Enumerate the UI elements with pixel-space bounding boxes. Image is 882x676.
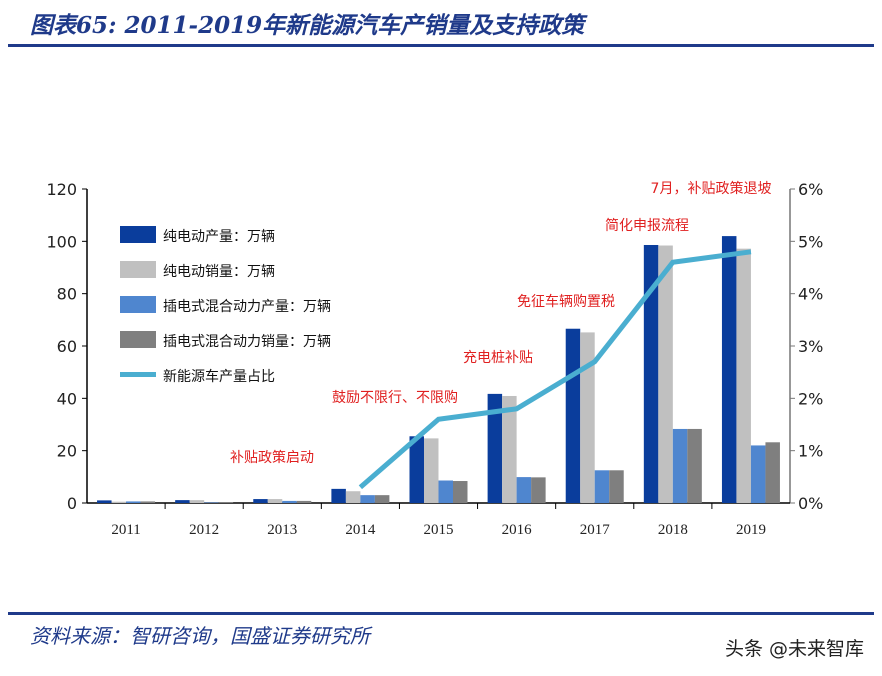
- bar: [594, 470, 610, 503]
- bar: [750, 445, 766, 503]
- source-note: 资料来源：智研咨询，国盛证券研究所: [30, 624, 370, 648]
- x-tick-label: 2015: [424, 522, 454, 538]
- annotation: 免征车辆购置税: [517, 293, 615, 310]
- x-tick-label: 2017: [580, 522, 611, 538]
- y2-tick-label: 1%: [798, 442, 823, 461]
- bar: [111, 501, 127, 503]
- legend-swatch: [120, 296, 156, 313]
- y-tick-label: 60: [57, 337, 77, 356]
- y2-tick-label: 5%: [798, 232, 823, 251]
- y-tick-label: 20: [57, 442, 77, 461]
- bar: [580, 332, 595, 503]
- legend-label: 插电式混合动力销量：万辆: [163, 334, 331, 350]
- bar: [409, 436, 424, 503]
- bar: [253, 499, 268, 503]
- footer-divider: [8, 612, 874, 615]
- x-tick-label: 2013: [267, 522, 297, 538]
- bar: [565, 328, 581, 503]
- x-tick-label: 2016: [502, 522, 533, 538]
- bar: [609, 470, 624, 503]
- bar: [531, 477, 546, 503]
- legend-label: 插电式混合动力产量：万辆: [163, 299, 331, 315]
- annotation: 鼓励不限行、不限购: [332, 390, 458, 406]
- bar: [672, 428, 688, 503]
- bar: [736, 248, 751, 503]
- bar: [374, 495, 390, 503]
- y-tick-label: 120: [46, 180, 77, 199]
- bar: [189, 500, 205, 503]
- bar: [687, 428, 702, 503]
- bar: [175, 500, 190, 503]
- title-divider: [8, 44, 874, 47]
- watermark: 头条 @未来智库: [724, 638, 864, 660]
- bar: [516, 477, 532, 503]
- bar: [424, 438, 439, 503]
- bar: [487, 393, 503, 503]
- bar: [204, 502, 219, 503]
- bar: [345, 491, 361, 503]
- x-tick-label: 2019: [736, 522, 766, 538]
- legend-label: 纯电动产量：万辆: [163, 229, 275, 245]
- y-tick-label: 0: [67, 494, 77, 513]
- line-series: [358, 249, 752, 490]
- legend-swatch: [120, 372, 156, 377]
- bar: [502, 395, 517, 503]
- annotation: 补贴政策启动: [230, 449, 314, 466]
- annotation: 简化申报流程: [605, 217, 689, 234]
- bar: [267, 499, 283, 503]
- x-tick-label: 2012: [189, 522, 219, 538]
- bar: [218, 502, 234, 503]
- legend-label: 新能源车产量占比: [163, 368, 275, 385]
- bar: [658, 245, 673, 503]
- y-tick-label: 40: [57, 389, 77, 408]
- legend-swatch: [120, 226, 156, 243]
- legend-swatch: [120, 261, 156, 278]
- x-tick-label: 2018: [658, 522, 688, 538]
- annotation: 充电桩补贴: [463, 349, 533, 366]
- bar: [140, 501, 156, 503]
- legend-label: 纯电动销量：万辆: [163, 264, 275, 280]
- bar: [453, 481, 468, 503]
- bar: [765, 442, 780, 503]
- annotation: 7月，补贴政策退坡: [651, 180, 772, 197]
- bar: [438, 480, 453, 503]
- x-tick-label: 2014: [345, 522, 376, 538]
- y-tick-label: 100: [46, 232, 77, 251]
- y2-tick-label: 0%: [798, 494, 823, 513]
- x-tick-label: 2011: [111, 522, 140, 538]
- y2-tick-label: 3%: [798, 337, 823, 356]
- y2-tick-label: 2%: [798, 389, 823, 408]
- bar: [126, 501, 141, 503]
- bar: [97, 500, 112, 503]
- y2-tick-label: 4%: [798, 285, 823, 304]
- page-title: 图表65: 2011-2019年新能源汽车产销量及支持政策: [30, 12, 585, 39]
- bar: [360, 495, 375, 503]
- bar: [282, 500, 297, 503]
- y2-tick-label: 6%: [798, 180, 823, 199]
- bar: [721, 236, 737, 503]
- bar: [643, 244, 659, 503]
- bar: [331, 488, 346, 503]
- y-tick-label: 80: [57, 285, 77, 304]
- bar: [296, 500, 312, 503]
- legend-swatch: [120, 331, 156, 348]
